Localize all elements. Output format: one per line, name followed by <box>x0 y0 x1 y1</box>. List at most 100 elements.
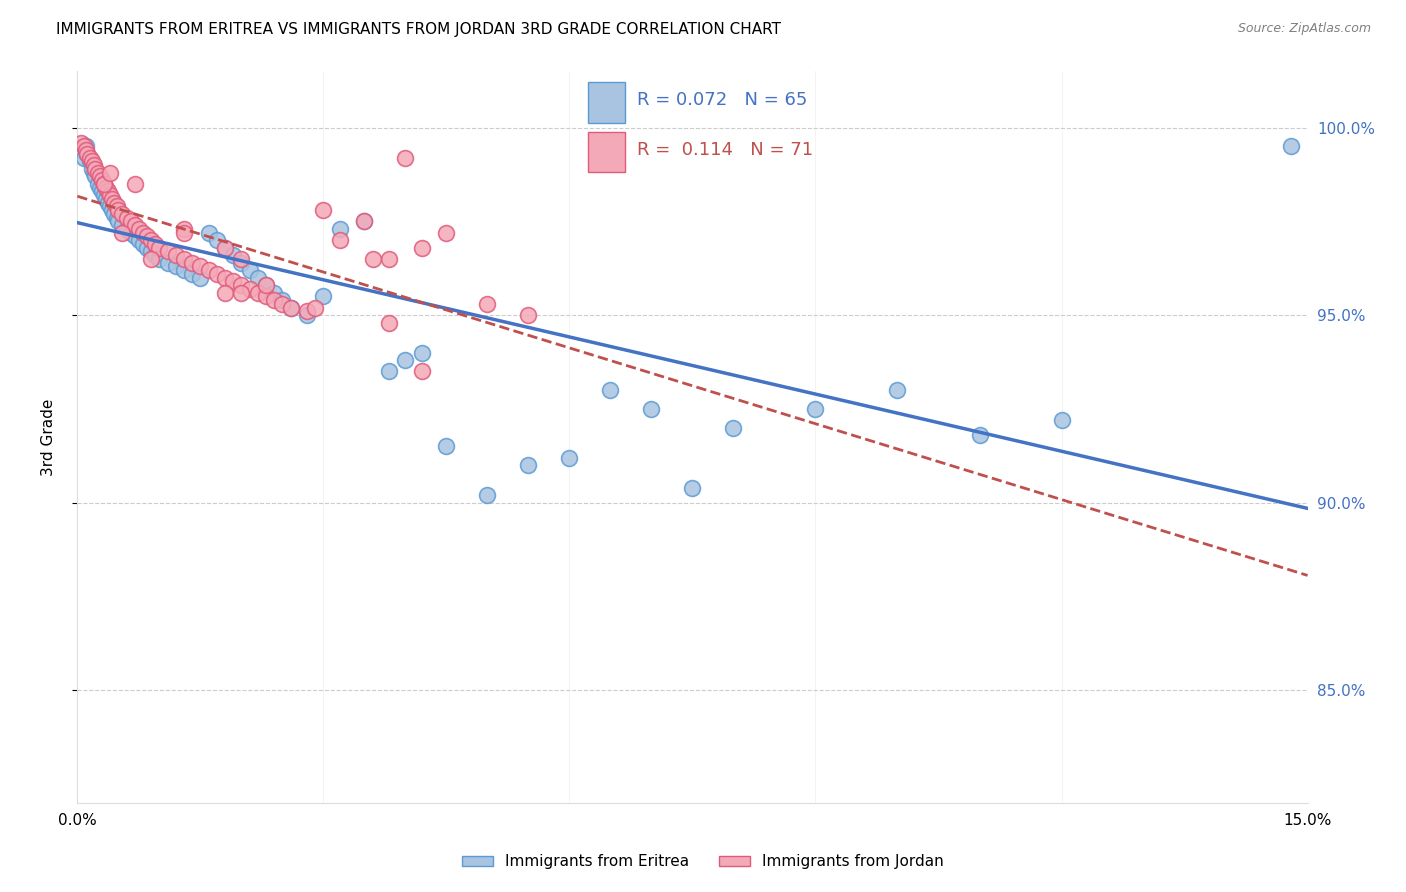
Point <box>599 383 621 397</box>
Point <box>173 263 195 277</box>
Point <box>111 207 134 221</box>
Point <box>411 364 433 378</box>
Point <box>90 173 114 187</box>
Point <box>97 185 120 199</box>
Point <box>97 195 120 210</box>
Point <box>411 345 433 359</box>
Point <box>804 401 827 416</box>
Point <box>353 214 375 228</box>
Point <box>105 199 128 213</box>
Point <box>214 270 236 285</box>
Point <box>70 136 93 150</box>
Point <box>214 285 236 300</box>
Point <box>79 154 101 169</box>
Point <box>98 188 121 202</box>
Point <box>98 199 121 213</box>
Point <box>93 177 115 191</box>
Point <box>329 222 352 236</box>
Point <box>280 301 302 315</box>
Point <box>378 316 401 330</box>
Y-axis label: 3rd Grade: 3rd Grade <box>42 399 56 475</box>
Point <box>304 301 326 315</box>
Point <box>263 285 285 300</box>
Point <box>558 450 581 465</box>
Point <box>94 192 117 206</box>
Point <box>156 244 179 259</box>
Point <box>120 214 142 228</box>
Text: R = 0.072   N = 65: R = 0.072 N = 65 <box>637 92 807 110</box>
Point <box>90 185 114 199</box>
Point <box>73 151 96 165</box>
Point <box>1279 139 1302 153</box>
Point <box>222 274 245 288</box>
Point <box>75 139 97 153</box>
Point <box>188 270 212 285</box>
Point <box>76 147 98 161</box>
Point <box>477 488 499 502</box>
Point <box>136 229 159 244</box>
Point <box>79 151 101 165</box>
Point <box>120 226 142 240</box>
Point <box>107 214 129 228</box>
Point <box>436 226 458 240</box>
Point <box>141 244 163 259</box>
Point <box>436 440 458 454</box>
Point <box>353 214 375 228</box>
Point <box>87 166 110 180</box>
Point <box>394 353 416 368</box>
Point <box>143 236 166 251</box>
Legend: Immigrants from Eritrea, Immigrants from Jordan: Immigrants from Eritrea, Immigrants from… <box>456 848 950 875</box>
Point <box>132 236 155 251</box>
Point <box>124 177 146 191</box>
Point <box>93 177 115 191</box>
Point <box>271 297 294 311</box>
Point <box>73 139 96 153</box>
Point <box>132 226 155 240</box>
Point <box>254 289 277 303</box>
Point <box>280 301 302 315</box>
Point <box>101 192 124 206</box>
Point <box>156 255 179 269</box>
Point <box>111 218 134 232</box>
Point <box>128 233 150 247</box>
Point <box>89 180 111 194</box>
Point <box>312 289 335 303</box>
Point <box>205 267 228 281</box>
Point <box>197 226 219 240</box>
Bar <box>588 132 624 172</box>
Text: R =  0.114   N = 71: R = 0.114 N = 71 <box>637 141 813 159</box>
Point <box>214 241 236 255</box>
Point <box>70 143 93 157</box>
Point <box>181 255 204 269</box>
Point <box>886 383 908 397</box>
Point <box>165 260 187 274</box>
Point <box>84 169 107 184</box>
Point <box>84 161 107 176</box>
Point <box>517 458 540 473</box>
Point <box>101 203 124 218</box>
Point <box>103 195 125 210</box>
Point <box>75 143 97 157</box>
Point <box>181 267 204 281</box>
Point <box>107 203 129 218</box>
Point <box>89 169 111 184</box>
Point <box>115 222 138 236</box>
Point <box>143 248 166 262</box>
Point <box>93 188 115 202</box>
Point <box>197 263 219 277</box>
Point <box>329 233 352 247</box>
Point <box>94 180 117 194</box>
Point <box>173 252 195 266</box>
Point <box>83 158 105 172</box>
Point <box>141 233 163 247</box>
Point <box>103 207 125 221</box>
Point <box>214 241 236 255</box>
Point <box>115 211 138 225</box>
Point <box>246 270 269 285</box>
Point <box>148 252 170 266</box>
Point <box>378 252 401 266</box>
Point <box>148 241 170 255</box>
Point <box>682 481 704 495</box>
Point <box>87 177 110 191</box>
Point <box>205 233 228 247</box>
